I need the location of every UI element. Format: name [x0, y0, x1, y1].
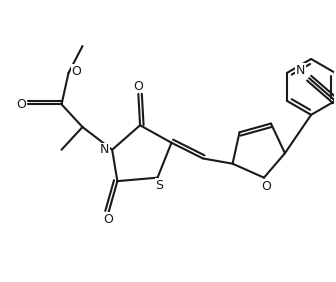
Text: O: O	[104, 213, 114, 226]
Text: O: O	[133, 80, 143, 93]
Text: N: N	[100, 143, 109, 156]
Text: O: O	[261, 180, 271, 193]
Text: S: S	[155, 179, 163, 192]
Text: O: O	[16, 98, 26, 111]
Text: O: O	[71, 65, 81, 78]
Text: N: N	[296, 64, 305, 77]
